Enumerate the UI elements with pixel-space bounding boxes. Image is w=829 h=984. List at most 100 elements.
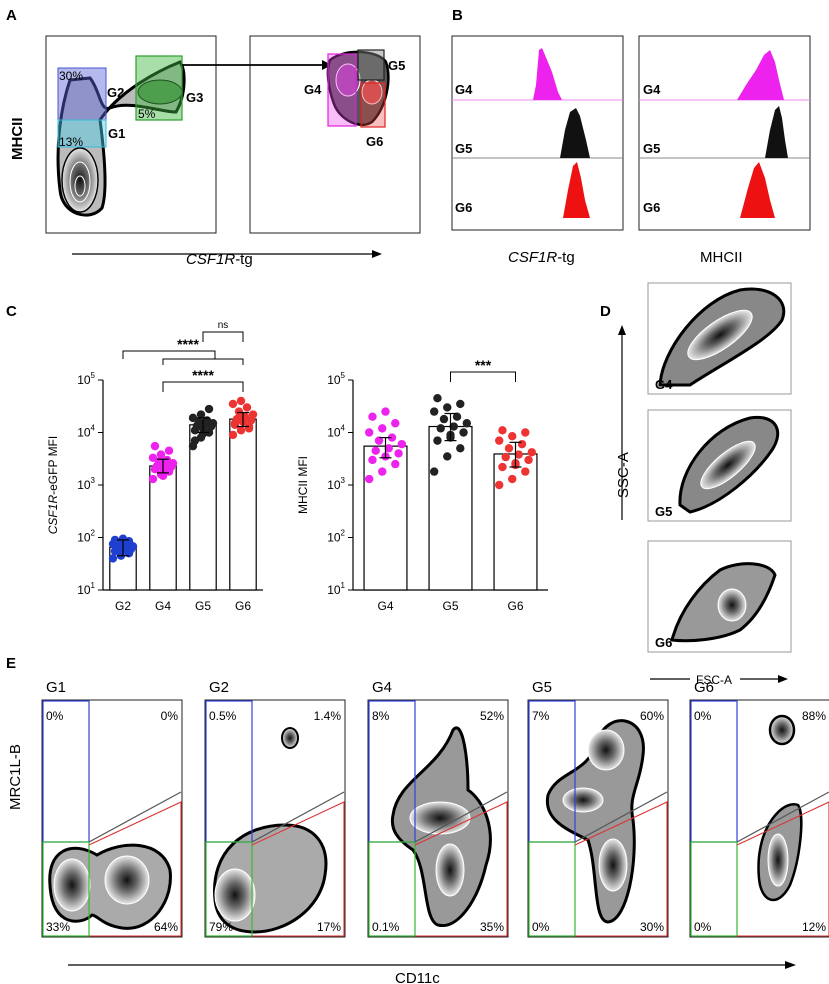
- panel-a-y-title: MHCII: [9, 118, 26, 161]
- panel-letter-c: C: [6, 303, 17, 320]
- quadrant-gate-bl: [528, 841, 576, 937]
- quadrant-gate-br: [414, 801, 508, 937]
- point-g5: [456, 399, 465, 409]
- panel-a-plot2-contours: [326, 50, 390, 127]
- point-g4: [368, 455, 377, 465]
- flow-plot-title: G1: [46, 679, 66, 696]
- point-g5: [459, 428, 468, 437]
- y-tick-base: 10: [327, 583, 341, 597]
- panel-a-x-title: CSF1R-tg: [186, 251, 253, 268]
- gate-g3-box: [135, 55, 183, 121]
- panel-a-x-arrowhead: [372, 250, 382, 258]
- y-tick-label: 101: [327, 581, 345, 597]
- point-g6: [244, 424, 254, 433]
- pct-top-right: 60%: [640, 709, 664, 723]
- sig-label-ns: ns: [218, 320, 229, 331]
- y-tick-exponent: 5: [341, 371, 346, 380]
- y-tick-exponent: 1: [91, 581, 96, 590]
- panel-e-x-title: CD11c: [395, 970, 440, 984]
- point-g6: [248, 410, 258, 419]
- quadrant-gate-diagonal: [736, 791, 829, 843]
- point-g4: [364, 428, 374, 437]
- panel-b-left-frame: [451, 35, 624, 231]
- point-g6: [524, 455, 533, 465]
- x-tick-label-g2: G2: [115, 599, 131, 613]
- point-g5: [462, 419, 472, 428]
- y-tick-label: 104: [327, 424, 345, 440]
- b-right-row-g6: G6: [643, 200, 660, 215]
- panel-b-left-x-title: CSF1R-tg: [508, 249, 575, 266]
- point-g6: [242, 403, 252, 412]
- flow-plot-contours: [545, 719, 645, 924]
- panel-e: 0% 0% 33% 64% G1 0.5% 1.4% 79% 17% G2 8% 52% 0.1% 35%…: [41, 679, 829, 938]
- quadrant-gate-diagonal: [574, 791, 668, 843]
- point-g4: [394, 449, 403, 458]
- y-tick-base: 10: [327, 373, 341, 387]
- d-row-g6: G6: [655, 635, 672, 650]
- point-g6: [508, 432, 517, 441]
- point-g6: [504, 444, 514, 453]
- gate-g5-box: [357, 49, 385, 81]
- sig-bracket-1: [122, 350, 216, 359]
- point-g5: [204, 404, 214, 414]
- point-g4: [378, 424, 387, 433]
- x-tick-label-g6: G6: [507, 599, 523, 613]
- sig-label-2: ****: [192, 367, 214, 383]
- point-g6: [498, 426, 507, 435]
- sig-bracket-group: [162, 358, 244, 365]
- flow-plot-g6: 0% 88% 0% 12% G6: [689, 679, 829, 938]
- y-tick-base: 10: [77, 478, 91, 492]
- pct-top-right: 52%: [480, 709, 504, 723]
- flow-plot-g2: 0.5% 1.4% 79% 17% G2: [204, 679, 346, 938]
- hist-right-g6: [740, 162, 775, 218]
- label-g4: G4: [304, 82, 322, 97]
- point-g5: [443, 452, 452, 461]
- point-g5: [196, 410, 206, 419]
- point-g4: [364, 474, 374, 484]
- point-g4: [158, 471, 168, 480]
- point-g5: [188, 413, 198, 423]
- x-tick-label-g4: G4: [377, 599, 393, 613]
- panel-e-x-arrowhead: [785, 961, 796, 969]
- y-tick-label: 105: [327, 371, 345, 387]
- panel-d-contours-g5: [678, 415, 780, 514]
- b-right-row-g4: G4: [643, 82, 661, 97]
- point-g5: [443, 403, 452, 412]
- d-row-g4: G4: [655, 377, 673, 392]
- point-g6: [521, 467, 530, 476]
- point-g6: [236, 426, 246, 435]
- sig-label-3: ***: [475, 357, 492, 373]
- y-tick-base: 10: [77, 426, 91, 440]
- point-g6: [234, 407, 244, 416]
- pct-g1: 13%: [59, 135, 83, 149]
- hist-left-g5: [560, 108, 590, 158]
- panel-d-contours-g4: [658, 287, 786, 387]
- point-g4: [391, 459, 400, 469]
- quadrant-gate-diagonal: [251, 791, 345, 843]
- y-tick-label: 105: [77, 371, 95, 387]
- point-g4: [384, 444, 393, 453]
- panel-letter-b: B: [452, 7, 463, 24]
- point-g4: [148, 474, 158, 484]
- y-tick-base: 10: [77, 531, 91, 545]
- point-g4: [378, 467, 387, 476]
- panel-a: 30% 13% 5% G2 G1 G3 G4 G5 G6 MHCII CSF1R…: [9, 35, 421, 268]
- b-left-row-g6: G6: [455, 200, 472, 215]
- flow-plot-contours: [390, 726, 492, 927]
- gate-g6-box: [360, 82, 386, 128]
- pct-top-left: 8%: [372, 709, 390, 723]
- y-tick-base: 10: [327, 531, 341, 545]
- y-axis-title: MHCII MFI: [296, 456, 310, 514]
- panel-d-y-title: SSC-A: [615, 452, 632, 498]
- pct-top-left: 7%: [532, 709, 550, 723]
- flow-plot-g1: 0% 0% 33% 64% G1: [41, 679, 183, 938]
- panel-b-right-x-title: MHCII: [700, 249, 743, 266]
- y-tick-label: 104: [77, 424, 95, 440]
- point-g4: [148, 453, 158, 462]
- point-g6: [517, 439, 527, 449]
- pct-bottom-right: 64%: [154, 920, 178, 934]
- label-g1: G1: [108, 126, 125, 141]
- point-g2: [110, 535, 120, 545]
